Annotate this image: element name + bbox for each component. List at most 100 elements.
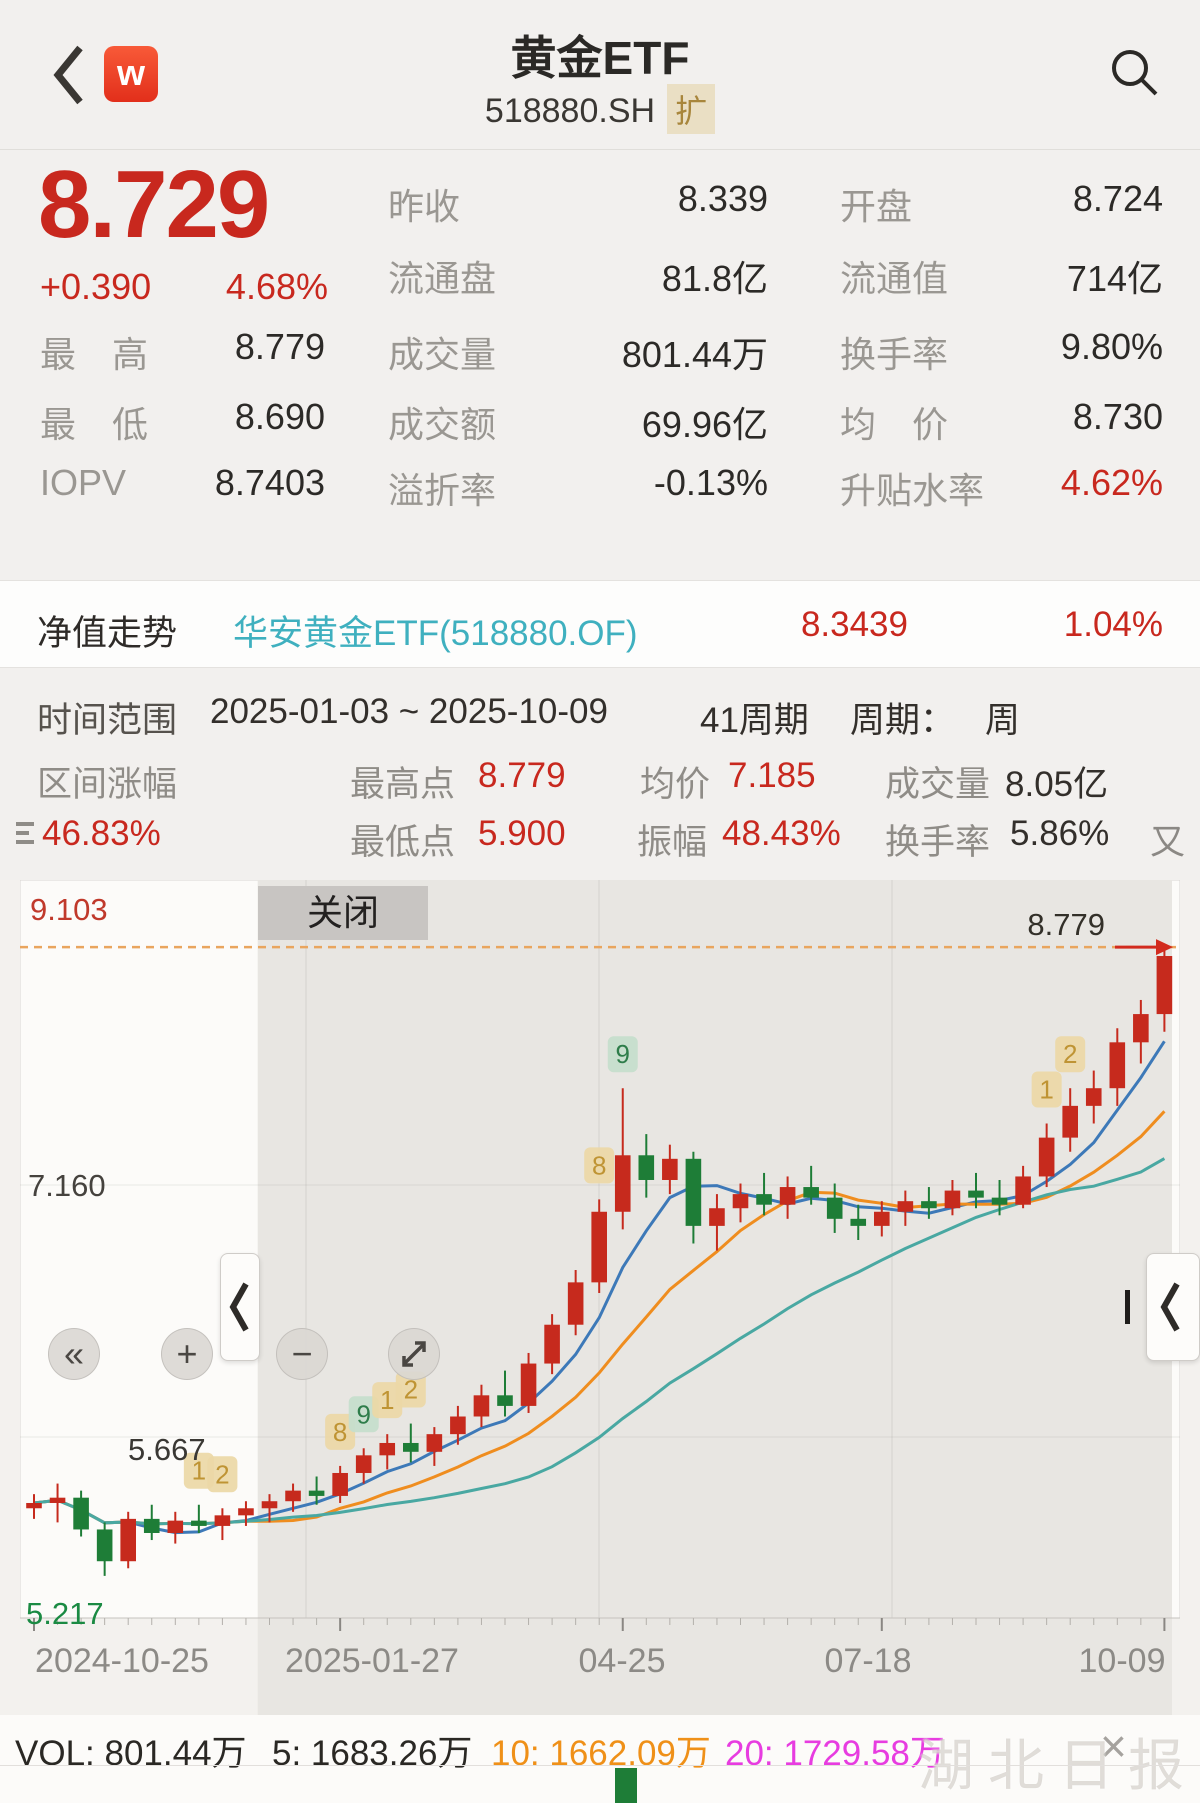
period-stats-row-1: 区间涨幅 最高点 8.779 均价 7.185 成交量 8.05亿 — [0, 756, 1200, 804]
low-label: 最低点 — [350, 823, 456, 862]
footer-divider — [0, 1765, 1200, 1766]
price-change-row: +0.390 4.68% — [40, 266, 328, 308]
premium-rate-value: 4.62% — [1060, 462, 1163, 503]
svg-text:9: 9 — [356, 1399, 370, 1429]
expand-icon[interactable] — [388, 1328, 440, 1380]
x-tick-label: 04-25 — [578, 1642, 666, 1680]
back-icon[interactable] — [50, 42, 90, 108]
side-toggle[interactable]: 又 — [1150, 823, 1186, 862]
last-price: 8.729 — [38, 151, 270, 258]
svg-text:8: 8 — [333, 1417, 347, 1447]
svg-text:8.779: 8.779 — [1027, 907, 1105, 942]
vol-ma20: 20: 1729.58万 — [725, 1734, 945, 1773]
cycle-value[interactable]: 周 — [985, 701, 1021, 740]
stat-row: 昨收 8.339 开盘 8.724 — [0, 178, 1200, 227]
stat-label: 开盘 — [840, 186, 913, 227]
period-panel: 时间范围 2025-01-03 ~ 2025-10-09 41周期 周期： 周 … — [0, 668, 1200, 880]
stat-value: 69.96亿 — [641, 404, 768, 445]
low-value: 5.900 — [478, 814, 566, 853]
stat-label: 昨收 — [388, 186, 461, 227]
svg-text:2: 2 — [404, 1375, 418, 1405]
nav-trend-label: 净值走势 — [37, 614, 178, 653]
svg-text:8: 8 — [592, 1150, 606, 1180]
vol-ma5: 5: 1683.26万 — [272, 1734, 473, 1773]
range-handle-right[interactable] — [1146, 1253, 1200, 1361]
kline-chart-area: 8.779 1 2 8 9 1 2 8 9 1 2 关闭 9.103 7.160 5.667 5.2… — [0, 879, 1200, 1715]
stat-label: 最 高 — [40, 334, 149, 375]
quote-panel: 8.729 +0.390 4.68% 昨收 8.339 开盘 8.724 流通盘 81… — [0, 150, 1200, 580]
range-list-icon — [16, 822, 34, 852]
stat-row: IOPV 8.7403 溢折率 -0.13% 升贴水率 4.62% — [0, 462, 1200, 511]
avg-value: 7.185 — [728, 756, 816, 795]
interval-gain-label: 区间涨幅 — [37, 765, 178, 804]
chart-cursor-mark — [1125, 1290, 1130, 1324]
chart-close-button[interactable]: 关闭 — [258, 886, 428, 940]
volume-label: 成交量 — [885, 765, 991, 804]
stat-label: 成交量 — [388, 334, 497, 375]
stat-label: 最 低 — [40, 404, 149, 445]
nav-trend-row: 净值走势 华安黄金ETF(518880.OF) 8.3439 1.04% — [0, 580, 1200, 668]
x-tick-label: 2025-01-27 — [285, 1642, 459, 1680]
search-icon[interactable] — [1106, 44, 1162, 100]
stat-row: 最 高 8.779 成交量 801.44万 换手率 9.80% — [0, 326, 1200, 375]
zoom-out-button[interactable]: − — [276, 1328, 328, 1380]
y-label-max: 9.103 — [30, 892, 108, 927]
stat-value: 714亿 — [1066, 258, 1163, 299]
header: w 黄金ETF 518880.SH 扩 — [0, 0, 1200, 150]
vol-value: VOL: 801.44万 — [15, 1734, 247, 1773]
stat-row: 流通盘 81.8亿 流通值 714亿 — [0, 250, 1200, 299]
stat-label: IOPV — [40, 462, 127, 503]
price-change: +0.390 — [40, 266, 152, 307]
stat-label: 成交额 — [388, 404, 497, 445]
y-label-low-marker: 5.667 — [128, 1432, 206, 1467]
expand-badge: 扩 — [667, 84, 716, 134]
period-stats-row-2: 46.83% 最低点 5.900 振幅 48.43% 换手率 5.86% 又 — [0, 814, 1200, 862]
fund-nav-value: 8.3439 — [800, 605, 908, 644]
volume-close-icon[interactable]: × — [1100, 1720, 1127, 1772]
stat-row: 最 低 8.690 成交额 69.96亿 均 价 8.730 — [0, 396, 1200, 445]
volume-value: 8.05亿 — [1005, 765, 1109, 804]
x-tick-label: 07-18 — [824, 1642, 912, 1680]
avg-label: 均价 — [640, 765, 711, 804]
interval-gain-value: 46.83% — [42, 814, 161, 853]
amplitude-value: 48.43% — [722, 814, 841, 853]
range-handle-left[interactable] — [220, 1253, 260, 1361]
stat-value: 81.8亿 — [661, 258, 768, 299]
stat-label: 升贴水率 — [840, 470, 985, 511]
stat-label: 溢折率 — [388, 470, 497, 511]
price-change-pct: 4.68% — [225, 266, 328, 307]
svg-text:1: 1 — [380, 1385, 394, 1415]
range-value: 2025-01-03 ~ 2025-10-09 — [210, 692, 608, 731]
cycle-label: 周期： — [850, 701, 956, 740]
stat-label: 换手率 — [840, 334, 949, 375]
security-code-row: 518880.SH 扩 — [0, 84, 1200, 134]
high-value: 8.779 — [478, 756, 566, 795]
wind-app-logo[interactable]: w — [104, 46, 158, 102]
volume-bar — [615, 1768, 637, 1803]
stat-value: 8.724 — [1072, 178, 1163, 219]
amplitude-label: 振幅 — [637, 823, 708, 862]
stat-label: 均 价 — [840, 404, 949, 445]
svg-text:2: 2 — [215, 1459, 229, 1489]
high-label: 最高点 — [350, 765, 456, 804]
fund-link[interactable]: 华安黄金ETF(518880.OF) — [233, 614, 638, 653]
x-axis-labels: 2024-10-25 2025-01-27 04-25 07-18 10-09 — [0, 1642, 1200, 1686]
page-title: 黄金ETF — [510, 32, 690, 84]
range-label: 时间范围 — [37, 701, 178, 740]
kline-chart-canvas[interactable]: 8.779 1 2 8 9 1 2 8 9 1 2 — [19, 879, 1181, 1715]
vol-ma10: 10: 1662.09万 — [491, 1734, 711, 1773]
stat-value: -0.13% — [653, 462, 768, 503]
volume-footer: VOL: 801.44万 5: 1683.26万 10: 1662.09万 20… — [0, 1715, 1200, 1803]
stat-label: 流通盘 — [388, 258, 497, 299]
svg-text:1: 1 — [192, 1456, 206, 1486]
svg-text:2: 2 — [1063, 1039, 1077, 1069]
zoom-in-button[interactable]: + — [161, 1328, 213, 1380]
stat-value: 801.44万 — [621, 334, 768, 375]
security-code: 518880.SH — [484, 92, 656, 130]
stat-value: 8.779 — [234, 326, 325, 367]
fund-nav-pct: 1.04% — [1063, 605, 1163, 644]
svg-text:9: 9 — [616, 1039, 630, 1069]
y-label-min: 5.217 — [26, 1596, 104, 1631]
rewind-button[interactable]: « — [48, 1328, 100, 1380]
watermark: 湖北日报 — [918, 1734, 1198, 1797]
